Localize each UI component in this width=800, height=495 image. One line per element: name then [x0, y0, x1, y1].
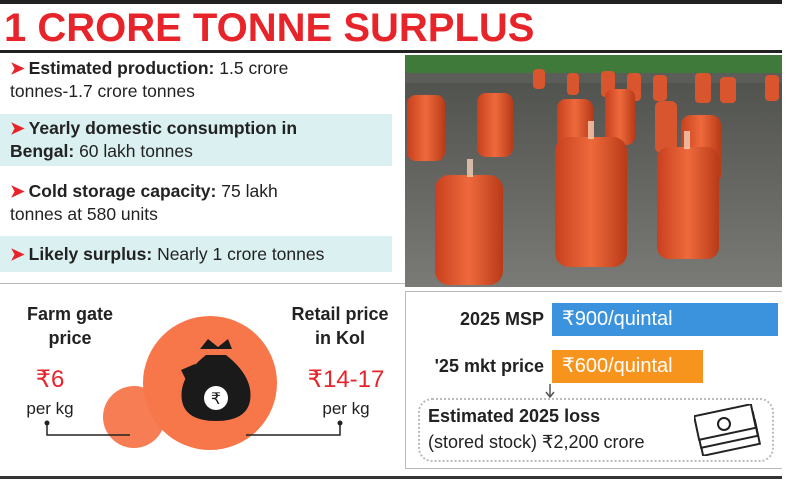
farm-gate-label: Farm gate price — [26, 304, 114, 348]
top-rule — [0, 0, 800, 4]
arrow-right-icon: ➤ — [10, 244, 25, 264]
connector-dot — [44, 420, 50, 426]
arrow-down-icon — [545, 384, 555, 399]
price-graphic: ₹ — [44, 316, 343, 450]
arrow-right-icon: ➤ — [10, 58, 25, 78]
headline: 1 CRORE TONNE SURPLUS — [4, 6, 535, 50]
market-price-label: '25 mkt price — [434, 356, 544, 376]
money-bag-icon: ₹ — [181, 339, 251, 421]
fact-production: ➤ Estimated production: 1.5 crore tonnes-… — [10, 58, 289, 101]
connector-dot — [337, 420, 343, 426]
section-divider — [0, 283, 405, 284]
retail-unit: per kg — [322, 399, 370, 418]
retail-label: Retail price in Kol — [291, 304, 389, 348]
headline-rule — [0, 50, 800, 53]
msp-panel — [405, 291, 782, 469]
loss-callout — [418, 398, 774, 462]
farm-gate-unit: per kg — [26, 399, 74, 418]
potato-sacks-photo — [405, 55, 782, 287]
fact-surplus: ➤ Likely surplus: Nearly 1 crore tonnes — [0, 236, 392, 272]
loss-amount: (stored stock) ₹2,200 crore — [428, 432, 645, 452]
farm-connector — [46, 423, 130, 436]
farm-circle — [103, 386, 165, 448]
loss-title: Estimated 2025 loss — [428, 406, 601, 426]
fact-cold-storage: ➤ Cold storage capacity: 75 lakh tonnes a… — [10, 181, 278, 224]
retail-value: ₹14-17 — [307, 366, 385, 393]
fact-consumption: ➤ Yearly domestic consumption in Bengal: … — [0, 114, 392, 166]
arrow-right-icon: ➤ — [10, 181, 25, 201]
msp-bar: ₹900/quintal — [552, 303, 778, 336]
msp-label: 2025 MSP — [459, 309, 544, 329]
banknote-stack-icon — [694, 404, 762, 456]
farm-gate-value: ₹6 — [35, 366, 65, 393]
market-price-bar: ₹600/quintal — [552, 350, 703, 383]
arrow-right-icon: ➤ — [10, 118, 25, 138]
rupee-icon: ₹ — [211, 389, 221, 408]
right-margin — [782, 0, 800, 495]
bottom-rule — [0, 476, 800, 479]
retail-connector — [246, 423, 341, 436]
